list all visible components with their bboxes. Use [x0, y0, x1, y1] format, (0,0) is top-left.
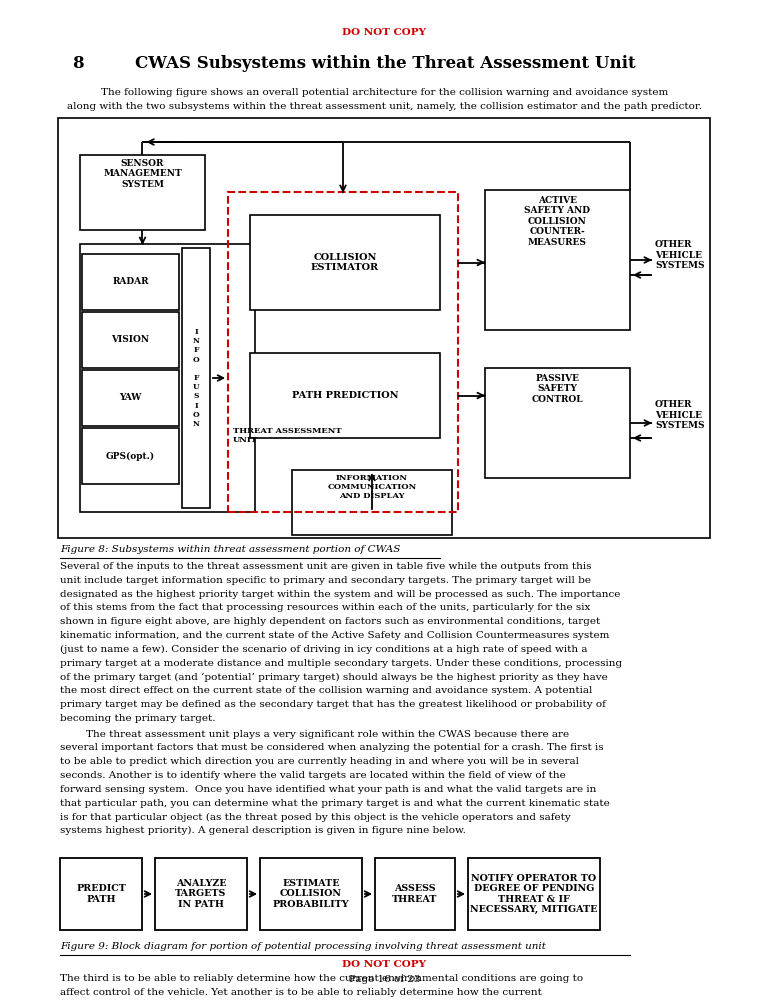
- Text: Several of the inputs to the threat assessment unit are given in table five whil: Several of the inputs to the threat asse…: [60, 562, 591, 571]
- Bar: [228, 192, 458, 512]
- Text: shown in figure eight above, are highly dependent on factors such as environment: shown in figure eight above, are highly …: [60, 617, 601, 626]
- Bar: [82, 312, 179, 368]
- Bar: [82, 428, 179, 484]
- Text: VISION: VISION: [112, 336, 149, 344]
- Text: INFORMATION
COMMUNICATION
AND DISPLAY: INFORMATION COMMUNICATION AND DISPLAY: [328, 474, 417, 500]
- Bar: [250, 353, 440, 438]
- Text: ANALYZE
TARGETS
IN PATH: ANALYZE TARGETS IN PATH: [175, 879, 227, 909]
- Text: of this stems from the fact that processing resources within each of the units, : of this stems from the fact that process…: [60, 603, 591, 612]
- Bar: [250, 215, 440, 310]
- Bar: [80, 244, 255, 512]
- Text: forward sensing system.  Once you have identified what your path is and what the: forward sensing system. Once you have id…: [60, 785, 597, 794]
- Bar: [468, 858, 600, 930]
- Bar: [292, 470, 452, 535]
- Text: PREDICT
PATH: PREDICT PATH: [76, 884, 126, 904]
- Text: Figure 9: Block diagram for portion of potential processing involving threat ass: Figure 9: Block diagram for portion of p…: [60, 942, 546, 951]
- Text: of the primary target (and ‘potential’ primary target) should always be the high: of the primary target (and ‘potential’ p…: [60, 672, 608, 682]
- Text: several important factors that must be considered when analyzing the potential f: several important factors that must be c…: [60, 743, 604, 752]
- Bar: [60, 858, 142, 930]
- Text: kinematic information, and the current state of the Active Safety and Collision : kinematic information, and the current s…: [60, 631, 609, 640]
- Text: seconds. Another is to identify where the valid targets are located within the f: seconds. Another is to identify where th…: [60, 771, 566, 780]
- Text: PATH PREDICTION: PATH PREDICTION: [291, 391, 398, 400]
- Text: CWAS Subsystems within the Threat Assessment Unit: CWAS Subsystems within the Threat Assess…: [135, 55, 636, 72]
- Text: primary target may be defined as the secondary target that has the greatest like: primary target may be defined as the sec…: [60, 700, 606, 709]
- Text: the most direct effect on the current state of the collision warning and avoidan: the most direct effect on the current st…: [60, 686, 592, 695]
- Text: NOTIFY OPERATOR TO
DEGREE OF PENDING
THREAT & IF
NECESSARY, MITIGATE: NOTIFY OPERATOR TO DEGREE OF PENDING THR…: [471, 874, 598, 914]
- Text: The third is to be able to reliably determine how the current environmental cond: The third is to be able to reliably dete…: [60, 974, 583, 983]
- Bar: [485, 190, 630, 330]
- Text: DO NOT COPY: DO NOT COPY: [342, 960, 427, 969]
- Bar: [80, 155, 205, 230]
- Text: PASSIVE
SAFETY
CONTROL: PASSIVE SAFETY CONTROL: [531, 374, 584, 404]
- Text: GPS(opt.): GPS(opt.): [106, 451, 155, 461]
- Text: The following figure shows an overall potential architecture for the collision w: The following figure shows an overall po…: [101, 88, 668, 97]
- Bar: [155, 858, 247, 930]
- Text: Page 16 of 23: Page 16 of 23: [349, 975, 420, 984]
- Bar: [58, 118, 710, 538]
- Text: RADAR: RADAR: [112, 277, 148, 286]
- Text: 8: 8: [72, 55, 84, 72]
- Bar: [82, 254, 179, 310]
- Text: is for that particular object (as the threat posed by this object is the vehicle: is for that particular object (as the th…: [60, 812, 571, 822]
- Text: YAW: YAW: [119, 393, 141, 402]
- Text: COLLISION
ESTIMATOR: COLLISION ESTIMATOR: [311, 253, 379, 272]
- Text: SENSOR
MANAGEMENT
SYSTEM: SENSOR MANAGEMENT SYSTEM: [103, 159, 182, 189]
- Text: I
N
F
O
 
F
U
S
I
O
N: I N F O F U S I O N: [192, 328, 199, 428]
- Bar: [260, 858, 362, 930]
- Text: unit include target information specific to primary and secondary targets. The p: unit include target information specific…: [60, 576, 591, 585]
- Text: ACTIVE
SAFETY AND
COLLISION
COUNTER-
MEASURES: ACTIVE SAFETY AND COLLISION COUNTER- MEA…: [524, 196, 591, 247]
- Bar: [182, 248, 210, 508]
- Bar: [375, 858, 455, 930]
- Text: OTHER
VEHICLE
SYSTEMS: OTHER VEHICLE SYSTEMS: [655, 400, 704, 430]
- Text: THREAT ASSESSMENT
UNIT: THREAT ASSESSMENT UNIT: [233, 427, 341, 444]
- Text: to be able to predict which direction you are currently heading in and where you: to be able to predict which direction yo…: [60, 757, 579, 766]
- Text: Figure 8: Subsystems within threat assessment portion of CWAS: Figure 8: Subsystems within threat asses…: [60, 545, 401, 554]
- Text: ASSESS
THREAT: ASSESS THREAT: [392, 884, 438, 904]
- Bar: [485, 368, 630, 478]
- Text: OTHER
VEHICLE
SYSTEMS: OTHER VEHICLE SYSTEMS: [655, 240, 704, 270]
- Text: that particular path, you can determine what the primary target is and what the : that particular path, you can determine …: [60, 799, 610, 808]
- Text: designated as the highest priority target within the system and will be processe: designated as the highest priority targe…: [60, 590, 621, 599]
- Text: DO NOT COPY: DO NOT COPY: [342, 28, 427, 37]
- Text: becoming the primary target.: becoming the primary target.: [60, 714, 215, 723]
- Text: affect control of the vehicle. Yet another is to be able to reliably determine h: affect control of the vehicle. Yet anoth…: [60, 988, 542, 997]
- Text: ESTIMATE
COLLISION
PROBABILITY: ESTIMATE COLLISION PROBABILITY: [273, 879, 349, 909]
- Text: systems highest priority). A general description is given in figure nine below.: systems highest priority). A general des…: [60, 826, 466, 835]
- Text: The threat assessment unit plays a very significant role within the CWAS because: The threat assessment unit plays a very …: [60, 730, 569, 739]
- Text: (just to name a few). Consider the scenario of driving in icy conditions at a hi: (just to name a few). Consider the scena…: [60, 645, 588, 654]
- Text: along with the two subsystems within the threat assessment unit, namely, the col: along with the two subsystems within the…: [67, 102, 702, 111]
- Text: primary target at a moderate distance and multiple secondary targets. Under thes: primary target at a moderate distance an…: [60, 659, 622, 668]
- Bar: [82, 370, 179, 426]
